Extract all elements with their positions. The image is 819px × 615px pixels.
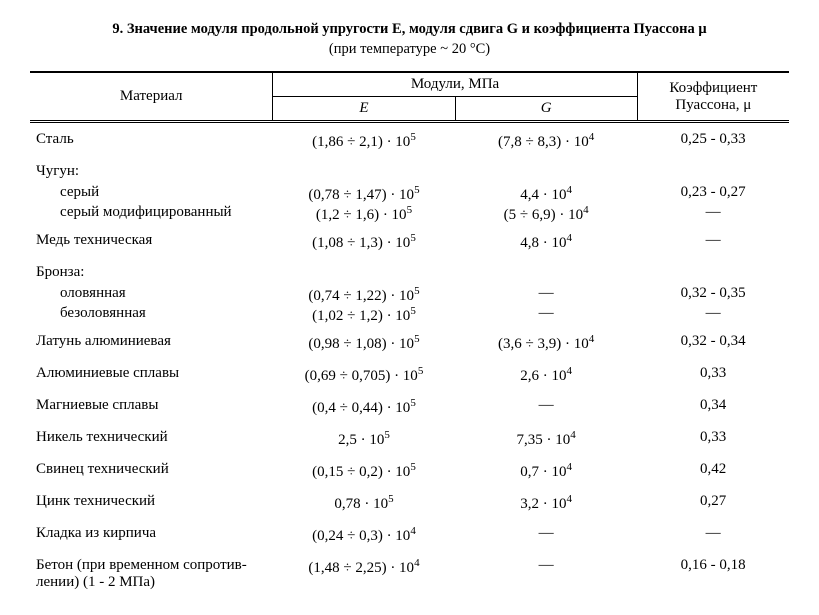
- cell-mu: —: [637, 224, 789, 256]
- title-bold: 9. Значение модуля продольной упругости …: [112, 21, 706, 37]
- cell-e: (0,78 ÷ 1,47) · 105: [273, 184, 455, 204]
- cell-g: 4,8 · 104: [455, 224, 637, 256]
- cell-e: (0,15 ÷ 0,2) · 105: [273, 453, 455, 485]
- header-e: E: [273, 97, 455, 122]
- cell-material: Чугун:: [30, 155, 273, 184]
- table-row: серый модифицированный (1,2 ÷ 1,6) · 105…: [30, 204, 789, 224]
- header-poisson: Коэффициент Пуассона, μ: [637, 72, 789, 122]
- cell-mu: 0,34: [637, 389, 789, 421]
- cell-e: (0,74 ÷ 1,22) · 105: [273, 285, 455, 305]
- cell-e: (1,08 ÷ 1,3) · 105: [273, 224, 455, 256]
- cell-e: (0,69 ÷ 0,705) · 105: [273, 357, 455, 389]
- cell-g: (5 ÷ 6,9) · 104: [455, 204, 637, 224]
- cell-material: серый: [30, 184, 273, 204]
- cell-material: Никель технический: [30, 421, 273, 453]
- cell-mu: —: [637, 204, 789, 224]
- header-moduli: Модули, МПа: [273, 72, 637, 97]
- cell-e: (1,2 ÷ 1,6) · 105: [273, 204, 455, 224]
- cell-g: 0,7 · 104: [455, 453, 637, 485]
- header-g: G: [455, 97, 637, 122]
- table-row: безоловянная (1,02 ÷ 1,2) · 105 — —: [30, 305, 789, 325]
- cell-g: 7,35 · 104: [455, 421, 637, 453]
- cell-mu: 0,32 - 0,35: [637, 285, 789, 305]
- cell-g: —: [455, 389, 637, 421]
- cell-material: Бетон (при временном сопротив- лении) (1…: [30, 549, 273, 595]
- table-row: Медь техническая (1,08 ÷ 1,3) · 105 4,8 …: [30, 224, 789, 256]
- cell-material: Кладка из кирпича: [30, 517, 273, 549]
- table-row: Бетон (при временном сопротив- лении) (1…: [30, 549, 789, 595]
- cell-material: Сталь: [30, 122, 273, 156]
- table-row: Чугун:: [30, 155, 789, 184]
- cell-g: 2,6 · 104: [455, 357, 637, 389]
- materials-table: Материал Модули, МПа Коэффициент Пуассон…: [30, 71, 789, 595]
- table-row: серый (0,78 ÷ 1,47) · 105 4,4 · 104 0,23…: [30, 184, 789, 204]
- cell-mu: —: [637, 517, 789, 549]
- cell-g: 3,2 · 104: [455, 485, 637, 517]
- cell-mu: 0,33: [637, 421, 789, 453]
- cell-g: —: [455, 305, 637, 325]
- title-sub: (при температуре ~ 20 °C): [329, 41, 490, 57]
- cell-mu: 0,32 - 0,34: [637, 325, 789, 357]
- cell-material: Цинк технический: [30, 485, 273, 517]
- cell-mu: 0,33: [637, 357, 789, 389]
- cell-material: серый модифицированный: [30, 204, 273, 224]
- cell-mu: 0,42: [637, 453, 789, 485]
- cell-mu: 0,27: [637, 485, 789, 517]
- table-row: Свинец технический (0,15 ÷ 0,2) · 105 0,…: [30, 453, 789, 485]
- cell-e: [273, 256, 455, 285]
- cell-mu: [637, 256, 789, 285]
- cell-material: безоловянная: [30, 305, 273, 325]
- cell-g: (7,8 ÷ 8,3) · 104: [455, 122, 637, 156]
- cell-g: [455, 256, 637, 285]
- cell-e: [273, 155, 455, 184]
- cell-material: Магниевые сплавы: [30, 389, 273, 421]
- table-title: 9. Значение модуля продольной упругости …: [30, 20, 789, 59]
- cell-g: —: [455, 549, 637, 595]
- cell-g: —: [455, 285, 637, 305]
- cell-e: 0,78 · 105: [273, 485, 455, 517]
- cell-mu: [637, 155, 789, 184]
- cell-material: Свинец технический: [30, 453, 273, 485]
- cell-e: (1,02 ÷ 1,2) · 105: [273, 305, 455, 325]
- table-row: Латунь алюминиевая (0,98 ÷ 1,08) · 105 (…: [30, 325, 789, 357]
- cell-material: Медь техническая: [30, 224, 273, 256]
- cell-e: (0,98 ÷ 1,08) · 105: [273, 325, 455, 357]
- table-row: Магниевые сплавы (0,4 ÷ 0,44) · 105 — 0,…: [30, 389, 789, 421]
- cell-e: (0,4 ÷ 0,44) · 105: [273, 389, 455, 421]
- table-row: Никель технический 2,5 · 105 7,35 · 104 …: [30, 421, 789, 453]
- cell-g: 4,4 · 104: [455, 184, 637, 204]
- cell-e: (0,24 ÷ 0,3) · 104: [273, 517, 455, 549]
- cell-mu: —: [637, 305, 789, 325]
- table-row: Кладка из кирпича (0,24 ÷ 0,3) · 104 — —: [30, 517, 789, 549]
- cell-material: Латунь алюминиевая: [30, 325, 273, 357]
- table-row: Цинк технический 0,78 · 105 3,2 · 104 0,…: [30, 485, 789, 517]
- cell-mu: 0,16 - 0,18: [637, 549, 789, 595]
- table-row: оловянная (0,74 ÷ 1,22) · 105 — 0,32 - 0…: [30, 285, 789, 305]
- cell-material: оловянная: [30, 285, 273, 305]
- cell-e: (1,86 ÷ 2,1) · 105: [273, 122, 455, 156]
- cell-mu: 0,23 - 0,27: [637, 184, 789, 204]
- cell-mu: 0,25 - 0,33: [637, 122, 789, 156]
- cell-e: (1,48 ÷ 2,25) · 104: [273, 549, 455, 595]
- cell-g: [455, 155, 637, 184]
- cell-e: 2,5 · 105: [273, 421, 455, 453]
- cell-g: —: [455, 517, 637, 549]
- table-row: Сталь (1,86 ÷ 2,1) · 105 (7,8 ÷ 8,3) · 1…: [30, 122, 789, 156]
- header-material: Материал: [30, 72, 273, 122]
- cell-g: (3,6 ÷ 3,9) · 104: [455, 325, 637, 357]
- table-row: Алюминиевые сплавы (0,69 ÷ 0,705) · 105 …: [30, 357, 789, 389]
- cell-material: Бронза:: [30, 256, 273, 285]
- cell-material: Алюминиевые сплавы: [30, 357, 273, 389]
- table-row: Бронза:: [30, 256, 789, 285]
